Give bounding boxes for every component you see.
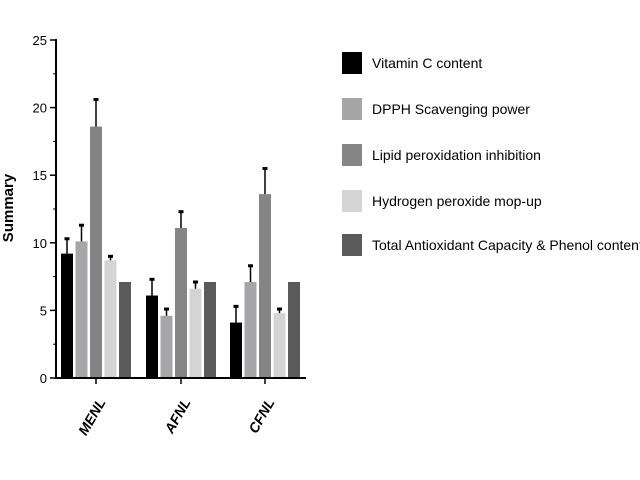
bar-cfnl-3 bbox=[273, 313, 286, 378]
bar-afnl-0 bbox=[146, 295, 158, 378]
legend-label-2: Lipid peroxidation inhibition bbox=[372, 147, 541, 163]
bar-cfnl-2 bbox=[259, 194, 271, 378]
bar-menl-3 bbox=[104, 260, 117, 378]
y-tick-label-15: 15 bbox=[33, 168, 47, 183]
legend-label-3: Hydrogen peroxide mop-up bbox=[372, 193, 542, 209]
bar-menl-1 bbox=[75, 241, 88, 378]
bar-menl-2 bbox=[90, 126, 102, 378]
bar-afnl-4 bbox=[204, 282, 216, 378]
y-tick-label-10: 10 bbox=[33, 236, 47, 251]
legend-label-1: DPPH Scavenging power bbox=[372, 101, 530, 117]
bar-menl-4 bbox=[119, 282, 131, 378]
bar-cfnl-4 bbox=[288, 282, 300, 378]
bar-afnl-1 bbox=[160, 315, 173, 378]
x-tick-label-cfnl: CFNL bbox=[245, 396, 278, 436]
bar-afnl-3 bbox=[189, 288, 202, 378]
y-tick-label-20: 20 bbox=[33, 101, 47, 116]
x-tick-label-afnl: AFNL bbox=[161, 396, 194, 437]
legend-label-4: Total Antioxidant Capacity & Phenol cont… bbox=[372, 237, 640, 253]
legend-swatch-4 bbox=[342, 234, 362, 256]
legend-swatch-2 bbox=[342, 144, 362, 166]
bars-group bbox=[61, 97, 300, 378]
y-axis-title: Summary bbox=[0, 173, 17, 242]
legend-swatch-3 bbox=[342, 190, 362, 212]
legend-label-0: Vitamin C content bbox=[372, 55, 482, 71]
bar-cfnl-0 bbox=[230, 322, 242, 378]
legend: Vitamin C content DPPH Scavenging power Li… bbox=[342, 52, 640, 256]
x-tick-label-menl: MENL bbox=[75, 396, 109, 438]
y-tick-label-25: 25 bbox=[33, 33, 47, 48]
bar-cfnl-1 bbox=[244, 282, 257, 378]
legend-swatch-0 bbox=[342, 52, 362, 74]
legend-swatch-1 bbox=[342, 98, 362, 120]
y-tick-label-0: 0 bbox=[40, 371, 47, 386]
bar-afnl-2 bbox=[175, 227, 187, 378]
y-tick-label-5: 5 bbox=[40, 303, 47, 318]
bar-menl-0 bbox=[61, 253, 73, 378]
